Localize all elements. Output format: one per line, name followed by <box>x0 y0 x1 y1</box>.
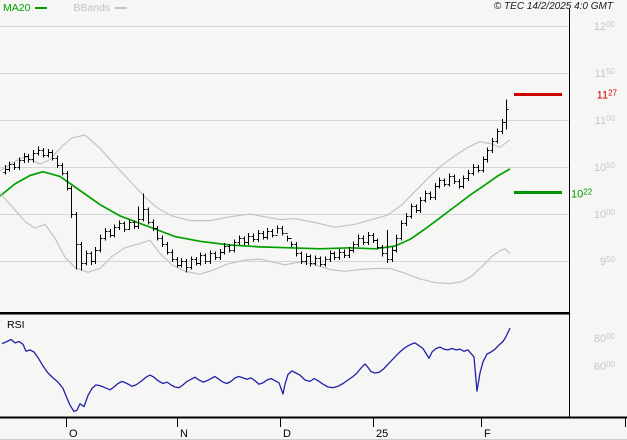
panel-borders <box>0 8 627 440</box>
time-tick-label-O: O <box>69 428 78 440</box>
bbands-upper-line <box>0 134 511 228</box>
time-tick-label-F: F <box>484 428 491 440</box>
price-label-1050: 1050 <box>594 161 616 174</box>
price-label-1000: 1000 <box>594 208 616 221</box>
ma20-line-swatch-icon <box>35 7 48 9</box>
rsi-line <box>1 327 511 413</box>
legend-item-ma20: MA20 <box>3 2 48 14</box>
ohlc-bars <box>3 99 509 273</box>
rsi-label-8000: 8000 <box>594 332 616 345</box>
ma20-line <box>0 168 511 250</box>
price-label-1150: 1150 <box>595 67 616 80</box>
time-axis: O N D 25 F <box>66 418 626 440</box>
legend-label-bbands: BBands <box>73 2 111 14</box>
rsi-panel: 8000 6000 <box>1 327 616 413</box>
price-gridlines <box>0 26 569 262</box>
legend-label-ma20: MA20 <box>3 2 31 14</box>
time-tick-label-25: 25 <box>376 428 388 440</box>
price-label-1200: 1200 <box>594 20 616 33</box>
bbands-line-swatch-icon <box>115 7 128 9</box>
time-tick-label-N: N <box>180 428 188 440</box>
price-label-1100: 1100 <box>595 114 616 127</box>
candlesticks <box>3 99 509 273</box>
time-tick-label-D: D <box>283 428 291 440</box>
rsi-panel-label: RSI <box>7 319 25 331</box>
legend-item-bbands: BBands <box>73 2 128 14</box>
level-label-1022: 1022 <box>571 187 593 200</box>
copyright-text: © TEC 14/2/2025 4:0 GMT <box>493 1 613 12</box>
price-label-950: 950 <box>600 255 616 268</box>
chart-legend: MA20 BBands <box>3 2 128 14</box>
level-label-1127: 1127 <box>597 89 618 102</box>
rsi-label-6000: 6000 <box>594 360 616 373</box>
price-levels <box>514 93 562 194</box>
overlay-lines <box>0 134 511 285</box>
price-axis-labels: 1200 1150 1100 1050 1000 950 1127 1022 <box>571 20 618 268</box>
bbands-lower-line <box>0 192 511 285</box>
